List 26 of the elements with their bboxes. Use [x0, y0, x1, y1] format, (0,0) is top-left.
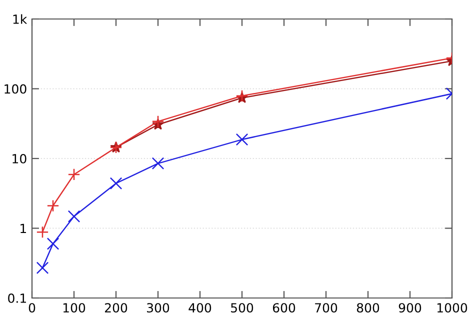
x-tick-label: 800: [356, 303, 380, 313]
point: [68, 210, 80, 223]
y-tick-label: 1: [20, 224, 26, 233]
y-tick-label: 1k: [13, 14, 28, 24]
x-tick-label: 0: [28, 303, 36, 313]
point: [36, 226, 49, 238]
point: [236, 133, 248, 146]
point: [152, 115, 164, 128]
x-tick-label: 700: [315, 303, 338, 313]
x-tick-label: 400: [188, 303, 212, 313]
x-tick-label: 500: [231, 303, 254, 313]
point: [36, 262, 49, 274]
x-tick-label: 600: [272, 303, 296, 313]
x-tick-label: 200: [104, 303, 128, 313]
x-tick-label: 300: [147, 303, 170, 313]
y-tick-label: 10: [12, 154, 26, 164]
point: [46, 238, 60, 250]
x-tick-label: 1000: [437, 303, 468, 313]
x-tick-label: 100: [63, 303, 86, 313]
x-tick-label: 900: [398, 303, 422, 313]
y-tick-label: 0.1: [8, 293, 26, 303]
point: [152, 157, 164, 170]
point: [68, 168, 80, 181]
y-tick-label: 100: [4, 84, 26, 94]
point: [46, 200, 60, 212]
point: [110, 177, 122, 190]
